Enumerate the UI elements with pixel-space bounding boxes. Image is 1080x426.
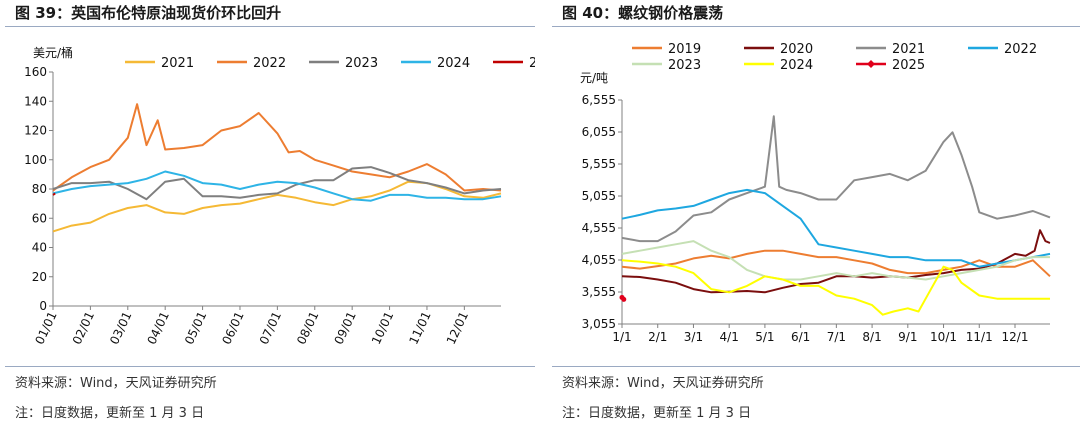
y-tick-label-5055: 5,055 [582, 189, 616, 203]
x-tick-label-11/1: 11/1 [966, 330, 993, 344]
series-line-2020 [621, 229, 1051, 294]
x-tick-label-08/01: 08/01 [294, 309, 321, 346]
x-tick-label-2/1: 2/1 [648, 330, 667, 344]
y-tick-label-100: 100 [24, 153, 47, 167]
left-figure-panel: 图 39：英国布伦特原油现货价环比回升 2021 2022 2023 2024 2025… [5, 0, 535, 426]
y-tick-label-160: 160 [24, 65, 47, 79]
series-point-2025 [621, 296, 627, 302]
x-tick-label-8/1: 8/1 [862, 330, 881, 344]
left-source-note: 资料来源：Wind，天风证券研究所 [15, 376, 217, 391]
series-line-2024 [621, 259, 1050, 316]
series-line-2022 [621, 188, 1051, 268]
x-tick-label-04/01: 04/01 [145, 309, 172, 346]
series-line-2023 [621, 240, 1050, 281]
x-tick-label-9/1: 9/1 [898, 330, 917, 344]
y-tick-label-20: 20 [32, 270, 47, 284]
y-axis-unit-label: 美元/桶 [33, 45, 73, 60]
x-tick-label-02/01: 02/01 [70, 309, 97, 346]
legend-label-2023: 2023 [345, 56, 378, 71]
x-tick-label-5/1: 5/1 [755, 330, 774, 344]
legend-marker-2025 [867, 60, 875, 68]
y-tick-label-120: 120 [24, 124, 47, 138]
series-line-2023 [52, 166, 502, 201]
legend-label-2021: 2021 [892, 42, 925, 57]
legend-label-2020: 2020 [780, 42, 813, 57]
left-top-rule [5, 26, 535, 27]
x-tick-label-03/01: 03/01 [107, 309, 134, 346]
series-line-2022 [52, 103, 502, 192]
y-tick-label-40: 40 [32, 241, 47, 255]
left-footnote: 注：日度数据，更新至 1 月 3 日 [15, 406, 205, 421]
x-tick-label-12/1: 12/1 [1002, 330, 1029, 344]
legend-label-2022: 2022 [253, 56, 286, 71]
y-tick-label-60: 60 [32, 211, 47, 225]
right-top-rule [552, 26, 1080, 27]
y-axis-unit-label: 元/吨 [580, 71, 608, 85]
x-tick-label-6/1: 6/1 [791, 330, 810, 344]
right-figure-title: 图 40：螺纹钢价格震荡 [562, 4, 724, 22]
x-tick-label-01/01: 01/01 [32, 309, 59, 346]
y-tick-label-6555: 6,555 [582, 93, 616, 107]
x-tick-label-7/1: 7/1 [827, 330, 846, 344]
legend-label-2022: 2022 [1004, 42, 1037, 57]
x-tick-label-11/01: 11/01 [406, 309, 433, 346]
legend-label-2024: 2024 [780, 58, 813, 73]
y-tick-label-4055: 4,055 [582, 253, 616, 267]
x-tick-label-10/01: 10/01 [369, 309, 396, 346]
series-line-2021 [52, 180, 502, 233]
x-tick-label-3/1: 3/1 [684, 330, 703, 344]
left-bottom-rule [5, 366, 535, 367]
y-tick-label-5555: 5,555 [582, 157, 616, 171]
right-figure-panel: 图 40：螺纹钢价格震荡 2019 2020 2021 2022 2023 2024 202… [552, 0, 1080, 426]
x-tick-label-12/01: 12/01 [444, 309, 471, 346]
legend-label-2021: 2021 [161, 56, 194, 71]
legend-label-2025: 2025 [529, 56, 535, 71]
x-tick-label-09/01: 09/01 [332, 309, 359, 346]
x-tick-label-07/01: 07/01 [257, 309, 284, 346]
x-tick-label-4/1: 4/1 [720, 330, 739, 344]
x-tick-label-06/01: 06/01 [219, 309, 246, 346]
right-bottom-rule [552, 366, 1080, 367]
legend-label-2023: 2023 [668, 58, 701, 73]
legend-label-2019: 2019 [668, 42, 701, 57]
right-source-note: 资料来源：Wind，天风证券研究所 [562, 376, 764, 391]
brent-oil-chart: 2021 2022 2023 2024 2025 美元/桶 0 20 40 60 80 100 120 1… [24, 45, 535, 347]
y-tick-label-80: 80 [32, 182, 47, 196]
legend-label-2024: 2024 [437, 56, 470, 71]
legend-label-2025: 2025 [892, 58, 925, 73]
y-tick-label-0: 0 [39, 299, 47, 313]
series-line-2021 [621, 115, 1051, 243]
series-line-2024 [52, 170, 502, 202]
y-tick-label-4555: 4,555 [582, 221, 616, 235]
y-tick-label-3555: 3,555 [582, 285, 616, 299]
series-line-2019 [621, 249, 1051, 278]
right-footnote: 注：日度数据，更新至 1 月 3 日 [562, 406, 752, 421]
y-tick-label-140: 140 [24, 94, 47, 108]
x-tick-label-1/1: 1/1 [612, 330, 631, 344]
left-figure-title: 图 39：英国布伦特原油现货价环比回升 [15, 4, 282, 22]
series-line-2025 [52, 192, 56, 196]
x-tick-label-10/1: 10/1 [930, 330, 957, 344]
rebar-price-chart: 2019 2020 2021 2022 2023 2024 2025 元/吨 3,055 3,55… [580, 42, 1051, 344]
x-tick-label-05/01: 05/01 [182, 309, 209, 346]
y-tick-label-3055: 3,055 [582, 317, 616, 331]
y-tick-label-6055: 6,055 [582, 125, 616, 139]
